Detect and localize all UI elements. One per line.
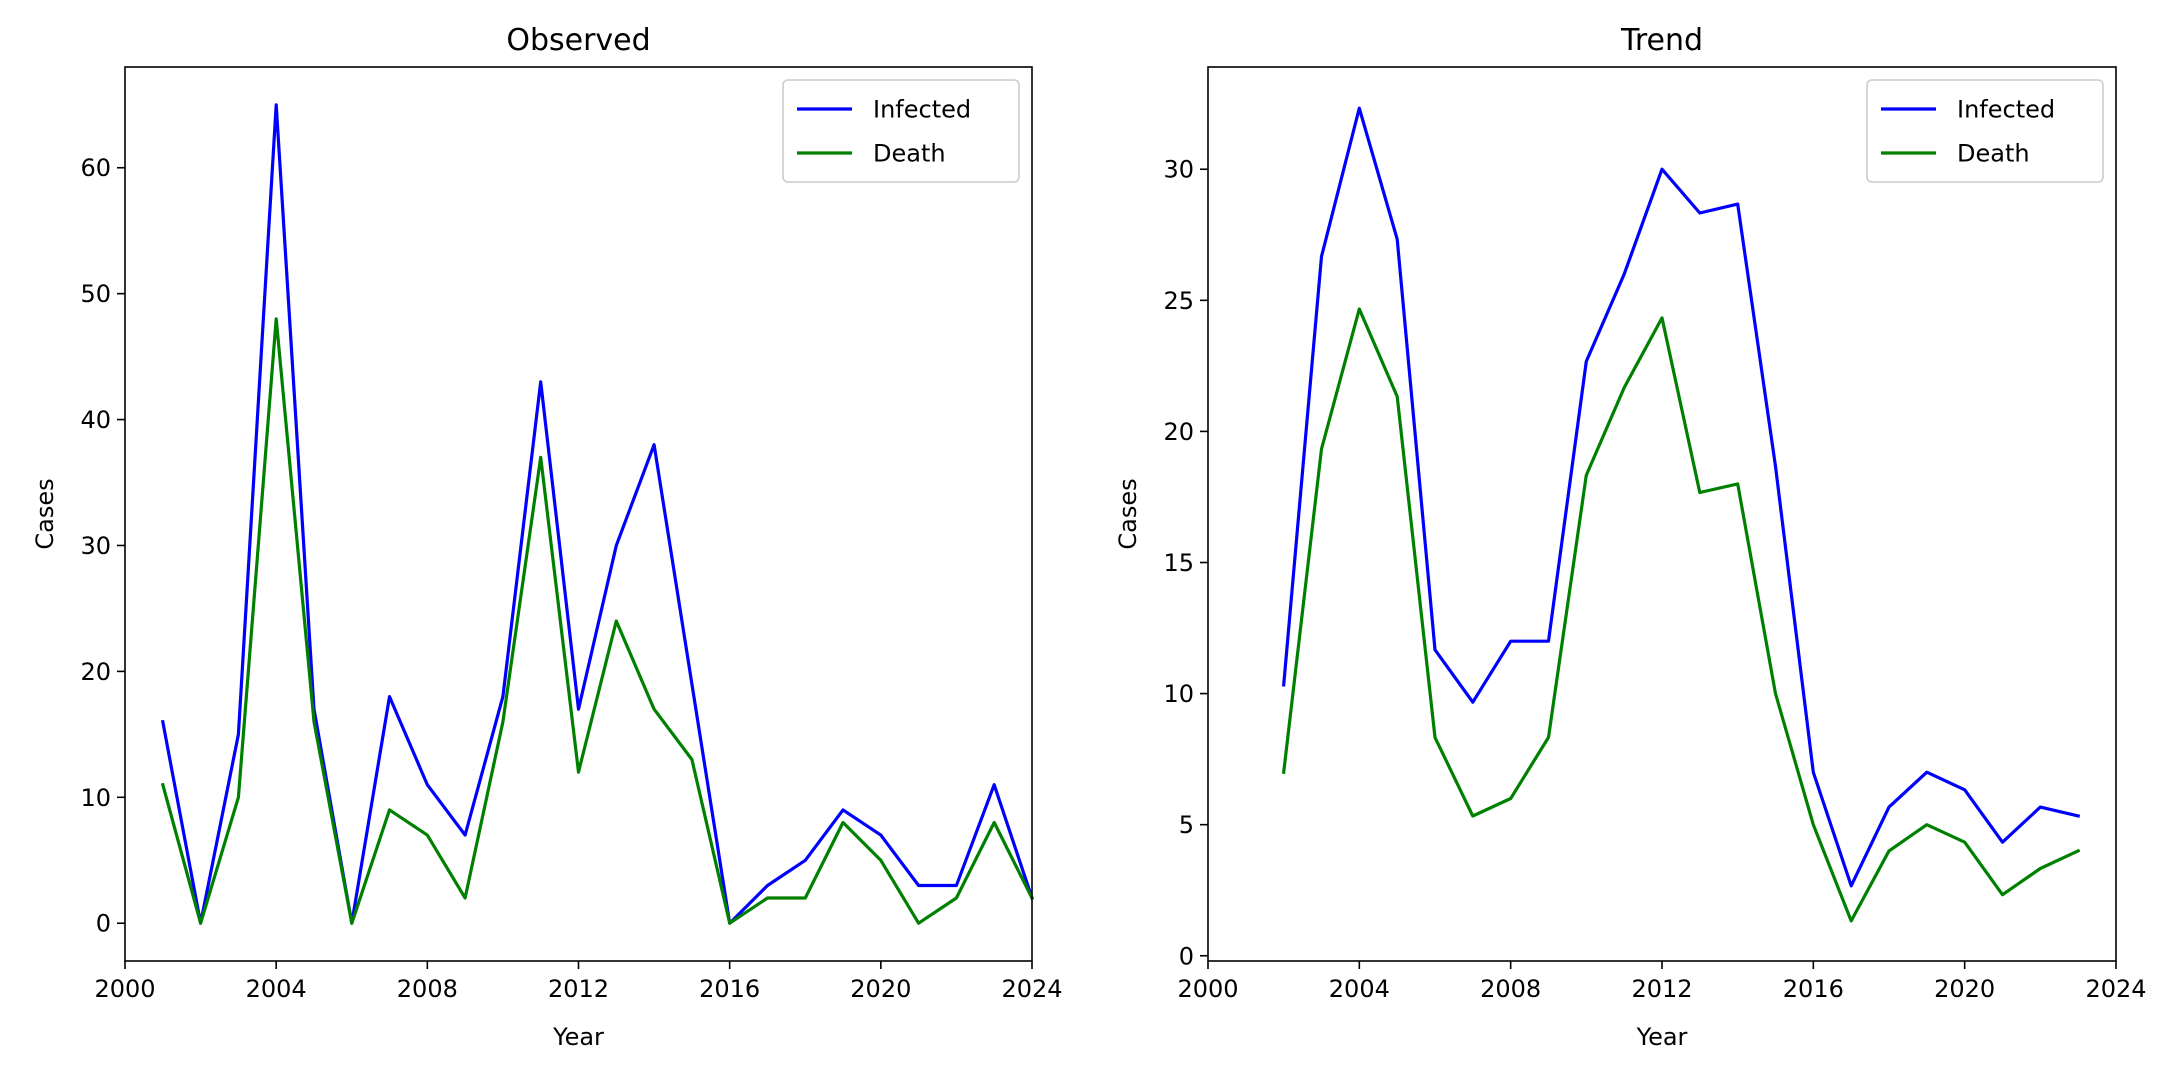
y-tick-label: 15: [1163, 549, 1194, 577]
x-tick-label: 2020: [1934, 975, 1995, 1003]
y-tick-label: 10: [1163, 680, 1194, 708]
y-tick-label: 20: [80, 658, 111, 686]
x-tick-label: 2024: [1001, 975, 1062, 1003]
axes-frame: [1207, 66, 2117, 962]
y-tick-label: 25: [1163, 287, 1194, 315]
series-line-death: [1281, 307, 2081, 923]
y-axis-label: Cases: [1114, 478, 1142, 549]
legend-label-infected: Infected: [873, 96, 971, 124]
y-tick-label: 30: [1163, 156, 1194, 184]
y-tick-label: 50: [80, 280, 111, 308]
y-tick-label: 20: [1163, 418, 1194, 446]
chart-title: Trend: [1620, 23, 1703, 58]
x-tick-label: 2020: [850, 975, 911, 1003]
x-axis-label: Year: [552, 1023, 604, 1051]
x-tick-label: 2024: [2085, 975, 2146, 1003]
x-tick-label: 2016: [1783, 975, 1844, 1003]
chart-title: Observed: [506, 23, 650, 58]
x-tick-label: 2004: [246, 975, 307, 1003]
y-tick-label: 10: [80, 784, 111, 812]
series-line-death: [160, 317, 1035, 925]
y-tick-label: 30: [80, 532, 111, 560]
series-line-infected: [1281, 106, 2081, 888]
legend-label-death: Death: [873, 140, 946, 168]
x-axis-label: Year: [1636, 1023, 1688, 1051]
y-axis-label: Cases: [31, 478, 59, 549]
x-tick-label: 2012: [548, 975, 609, 1003]
x-tick-label: 2000: [1177, 975, 1238, 1003]
y-tick-label: 60: [80, 154, 111, 182]
legend-label-infected: Infected: [1957, 96, 2055, 124]
x-tick-label: 2004: [1329, 975, 1390, 1003]
legend-label-death: Death: [1957, 140, 2030, 168]
series-line-infected: [160, 103, 1035, 925]
chart-panel-1: 2000 2004 2008 2012 2016 2020 2024 0 10 20 30 40 50 6…: [31, 23, 1063, 1051]
chart-panel-2: 2000 2004 2008 2012 2016 2020 2024 0 5 10 15 20 25 30…: [1114, 23, 2147, 1051]
y-tick-label: 0: [96, 910, 111, 938]
x-tick-label: 2008: [1480, 975, 1541, 1003]
legend: Infected Death: [1866, 79, 2104, 183]
legend-box: [1866, 79, 2104, 183]
y-tick-label: 40: [80, 406, 111, 434]
legend-box: [782, 79, 1020, 183]
y-tick-label: 5: [1179, 811, 1194, 839]
x-tick-label: 2008: [397, 975, 458, 1003]
legend: Infected Death: [782, 79, 1020, 183]
y-tick-label: 0: [1179, 942, 1194, 970]
x-tick-label: 2000: [94, 975, 155, 1003]
x-tick-label: 2012: [1631, 975, 1692, 1003]
x-tick-label: 2016: [699, 975, 760, 1003]
